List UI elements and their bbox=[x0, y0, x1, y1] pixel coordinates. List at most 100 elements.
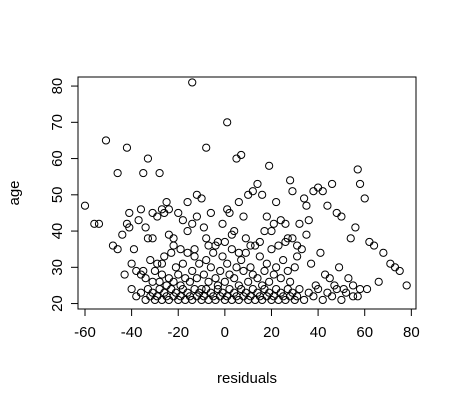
data-point bbox=[293, 252, 302, 261]
data-point bbox=[355, 284, 365, 294]
x-tick-label: 60 bbox=[356, 324, 373, 341]
data-point bbox=[227, 295, 236, 305]
data-point bbox=[188, 219, 197, 228]
data-point bbox=[225, 284, 234, 294]
data-point bbox=[230, 274, 239, 283]
data-point bbox=[169, 277, 178, 286]
data-point bbox=[192, 190, 201, 199]
data-point bbox=[153, 259, 162, 268]
y-tick-label: 80 bbox=[49, 78, 66, 95]
y-tick-label: 70 bbox=[49, 114, 66, 131]
data-point bbox=[272, 263, 281, 272]
data-point bbox=[327, 179, 337, 189]
data-point bbox=[164, 274, 174, 283]
data-point bbox=[164, 230, 174, 239]
data-point bbox=[244, 277, 253, 286]
data-point bbox=[341, 288, 351, 297]
data-point bbox=[253, 179, 262, 189]
data-point bbox=[157, 259, 167, 268]
data-point bbox=[136, 288, 146, 297]
data-point bbox=[353, 165, 362, 174]
data-point bbox=[246, 241, 255, 250]
data-point bbox=[113, 168, 122, 178]
data-point bbox=[295, 284, 304, 294]
data-point bbox=[218, 252, 227, 261]
data-point bbox=[143, 284, 153, 294]
data-point bbox=[195, 259, 204, 268]
data-point bbox=[132, 292, 141, 301]
data-point bbox=[348, 292, 358, 301]
data-point bbox=[255, 237, 264, 247]
data-point bbox=[362, 284, 372, 294]
data-point bbox=[90, 219, 99, 228]
data-point bbox=[227, 230, 236, 239]
data-point bbox=[267, 226, 276, 236]
data-point bbox=[220, 277, 229, 286]
data-point bbox=[269, 219, 278, 228]
data-point bbox=[101, 136, 111, 145]
data-point bbox=[390, 263, 400, 272]
data-point bbox=[80, 201, 90, 210]
data-point bbox=[286, 176, 295, 185]
data-point bbox=[279, 255, 288, 265]
data-point bbox=[223, 259, 232, 268]
data-point bbox=[218, 219, 227, 228]
data-point bbox=[225, 270, 234, 279]
data-point bbox=[181, 295, 190, 305]
data-point bbox=[265, 161, 274, 170]
data-point bbox=[141, 274, 150, 283]
data-point bbox=[141, 223, 150, 232]
data-point bbox=[346, 234, 355, 243]
data-point bbox=[190, 284, 199, 294]
data-point bbox=[227, 245, 236, 254]
data-point bbox=[313, 284, 323, 294]
data-point bbox=[402, 281, 411, 290]
data-point bbox=[204, 277, 213, 286]
data-point bbox=[237, 255, 246, 265]
data-point bbox=[327, 292, 337, 301]
data-point bbox=[293, 292, 302, 301]
data-point bbox=[241, 248, 250, 257]
x-tick-label: 0 bbox=[221, 324, 229, 341]
data-point bbox=[276, 274, 285, 283]
data-point bbox=[232, 263, 241, 272]
data-point bbox=[108, 241, 118, 250]
data-point bbox=[155, 168, 164, 178]
data-point bbox=[281, 219, 290, 228]
data-point bbox=[120, 270, 129, 279]
data-point bbox=[272, 197, 281, 207]
data-point bbox=[302, 230, 311, 239]
data-point bbox=[211, 274, 220, 283]
data-point bbox=[369, 241, 379, 250]
data-point bbox=[122, 143, 132, 152]
data-points bbox=[80, 78, 411, 305]
data-point bbox=[139, 168, 148, 178]
data-point bbox=[178, 259, 187, 268]
data-point bbox=[239, 266, 248, 276]
data-point bbox=[246, 263, 255, 272]
data-point bbox=[293, 241, 302, 250]
data-point bbox=[192, 212, 201, 221]
data-point bbox=[255, 252, 264, 261]
data-point bbox=[307, 259, 316, 268]
data-point bbox=[337, 212, 346, 221]
data-point bbox=[181, 274, 190, 283]
data-point bbox=[167, 284, 176, 294]
data-point bbox=[267, 245, 276, 254]
y-tick-label: 40 bbox=[49, 223, 66, 240]
data-point bbox=[183, 197, 192, 207]
data-point bbox=[169, 234, 178, 243]
data-point bbox=[300, 194, 309, 203]
data-point bbox=[260, 266, 269, 276]
data-point bbox=[136, 205, 146, 214]
data-point bbox=[139, 266, 148, 276]
data-point bbox=[239, 212, 248, 221]
data-point bbox=[162, 281, 171, 290]
x-tick-label: -40 bbox=[121, 324, 143, 341]
data-point bbox=[286, 277, 295, 286]
data-point bbox=[295, 219, 304, 228]
data-point bbox=[262, 259, 271, 268]
data-point bbox=[316, 248, 325, 257]
data-point bbox=[234, 248, 243, 257]
